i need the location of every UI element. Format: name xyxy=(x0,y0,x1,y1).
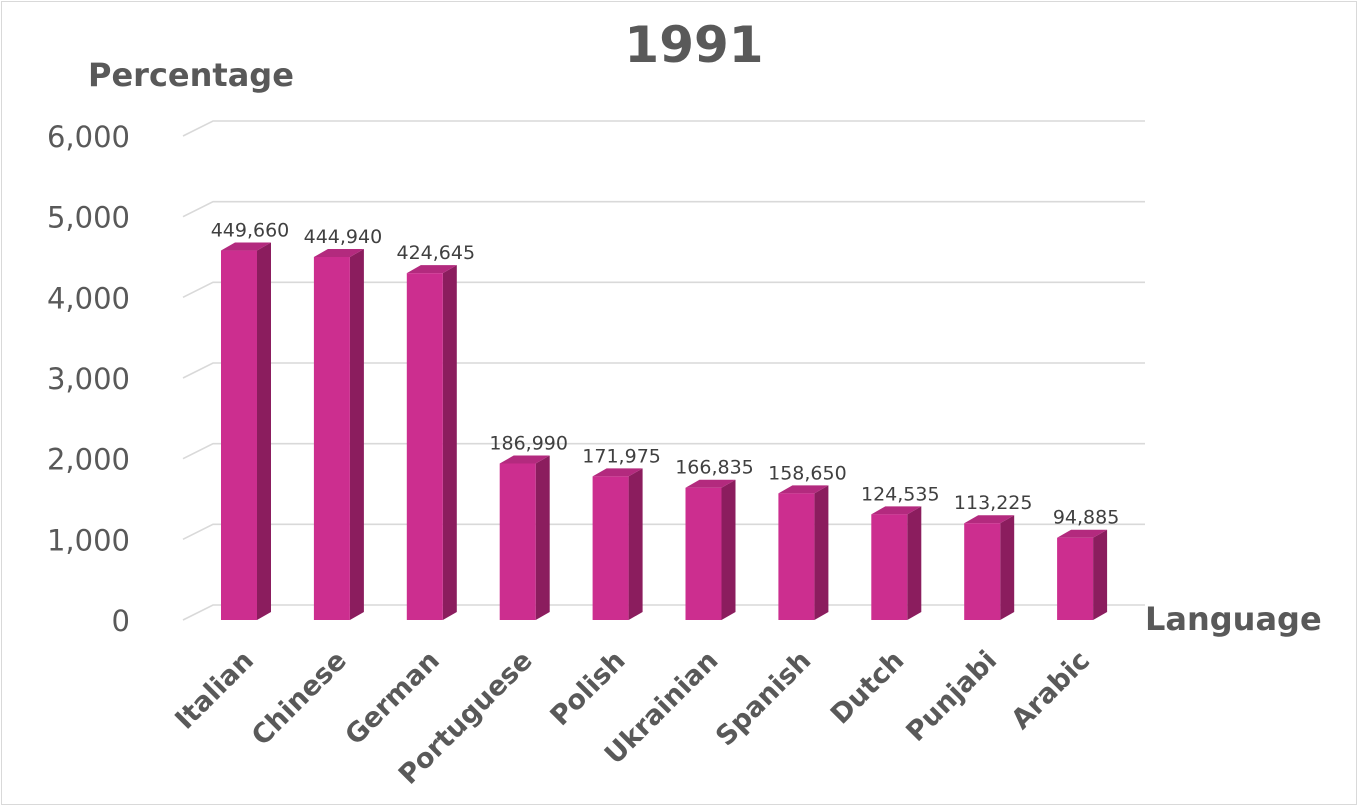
gridline xyxy=(182,120,1145,137)
x-axis-title: Language xyxy=(1145,600,1322,638)
bar-side xyxy=(628,468,643,620)
y-tick-label: 0 xyxy=(112,604,130,638)
gridline xyxy=(182,200,1145,218)
y-tick-label: 5,000 xyxy=(47,201,130,235)
bar-side xyxy=(349,248,364,620)
bar-top xyxy=(499,455,550,464)
bar-top xyxy=(964,515,1015,524)
chart-title: 1991 xyxy=(624,16,763,74)
bar-side xyxy=(535,455,550,620)
data-label: 158,650 xyxy=(768,462,847,484)
data-label: 444,940 xyxy=(304,226,383,248)
x-tick-label: Chinese xyxy=(246,645,353,752)
y-axis-title: Percentage xyxy=(88,56,294,94)
bar-side xyxy=(814,485,829,620)
bar xyxy=(592,468,643,620)
data-label: 171,975 xyxy=(582,445,661,467)
y-tick-label: 1,000 xyxy=(47,523,130,557)
gridline xyxy=(182,362,1145,379)
bar xyxy=(221,242,271,620)
bar-front xyxy=(592,476,629,620)
x-tick-label: Italian xyxy=(169,645,260,736)
y-tick-label: 6,000 xyxy=(47,120,130,154)
x-tick-label: Polish xyxy=(544,645,631,732)
data-label: 166,835 xyxy=(675,457,754,479)
bar-top xyxy=(685,479,736,488)
data-label: 113,225 xyxy=(954,492,1033,514)
bar xyxy=(871,506,922,620)
bar-side xyxy=(257,242,271,620)
bar-side xyxy=(1093,529,1108,620)
x-tick-label: Spanish xyxy=(710,645,817,752)
bar-front xyxy=(871,514,908,620)
bar-top xyxy=(592,468,643,477)
bar-front xyxy=(685,487,722,620)
y-tick-label: 2,000 xyxy=(47,443,130,477)
data-labels: 449,660 444,940 424,645 186,990 171,975 166,8… xyxy=(211,220,1120,529)
bar-front xyxy=(964,523,1001,620)
bar-top xyxy=(1057,529,1108,538)
bar-top xyxy=(778,485,829,494)
x-tick-label: Arabic xyxy=(1006,645,1097,736)
bar xyxy=(685,479,736,620)
data-label: 449,660 xyxy=(211,220,290,242)
bar-front xyxy=(406,273,443,620)
bars xyxy=(221,242,1108,620)
bar-top xyxy=(313,248,364,257)
data-label: 186,990 xyxy=(489,433,568,455)
bar-top xyxy=(221,242,271,251)
gridline xyxy=(182,442,1145,460)
data-label: 124,535 xyxy=(861,483,940,505)
gridline xyxy=(182,523,1145,541)
bar xyxy=(313,248,364,620)
data-label: 94,885 xyxy=(1053,507,1119,529)
gridlines xyxy=(182,120,1145,621)
x-tick-label: Dutch xyxy=(825,645,910,730)
bar xyxy=(499,455,550,620)
bar-side xyxy=(442,265,457,620)
y-axis-ticks: 0 1,000 2,000 3,000 4,000 5,000 6,000 xyxy=(47,120,130,638)
bar xyxy=(778,485,829,620)
bar-front xyxy=(778,493,815,620)
bar-top xyxy=(406,265,457,274)
bar xyxy=(1057,529,1108,620)
bar-front xyxy=(221,250,257,620)
bar-top xyxy=(871,506,922,515)
bar-front xyxy=(499,463,536,620)
y-tick-label: 3,000 xyxy=(47,362,130,396)
gridline xyxy=(182,281,1145,299)
x-tick-label: Punjabi xyxy=(900,645,1003,748)
data-label: 424,645 xyxy=(397,242,476,264)
bar-front xyxy=(1057,537,1094,620)
bar-side xyxy=(907,506,922,620)
gridline xyxy=(182,604,1145,621)
bar xyxy=(964,515,1015,620)
bar-side xyxy=(721,479,736,620)
bar xyxy=(406,265,457,620)
bar-front xyxy=(313,256,350,620)
bar-side xyxy=(1000,515,1015,620)
y-tick-label: 4,000 xyxy=(47,281,130,315)
